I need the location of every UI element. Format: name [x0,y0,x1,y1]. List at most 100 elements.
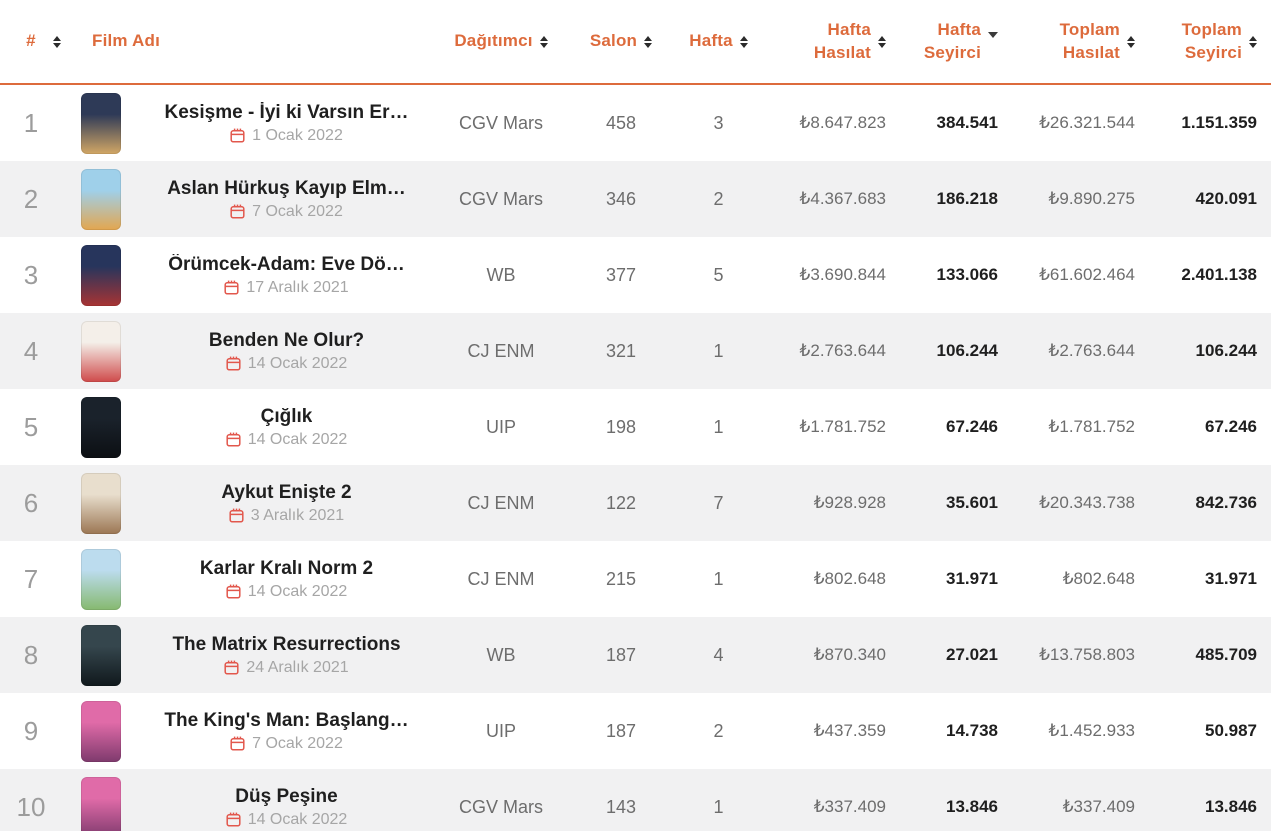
column-header-total_admissions[interactable]: Toplam Seyirci [1135,19,1257,65]
distributor-value: CGV Mars [458,796,543,817]
table-row[interactable]: 7 Karlar Kralı Norm 2 14 Ocak 2022 CJ ENM 21… [0,541,1271,617]
film-title[interactable]: Benden Ne Olur? [208,329,365,351]
week_admissions-value: 106.244 [936,341,998,360]
film-title[interactable]: Çığlık [260,405,313,427]
salon-cell: 187 [571,645,671,666]
rank-number: 2 [23,183,39,214]
week_gross-value: ₺437.359 [813,721,886,740]
poster-cell [70,396,142,458]
film-cell: The King's Man: Başlang… 7 Ocak 2022 [142,710,431,753]
week-cell: 3 [671,113,766,134]
distributor-cell: CJ ENM [431,493,571,514]
film-poster[interactable] [81,472,121,534]
rank-number: 1 [23,107,39,138]
sort-icon [739,35,748,48]
film-title[interactable]: Aykut Enişte 2 [221,481,352,503]
sort-icon [1249,35,1257,48]
week_admissions-value: 13.846 [946,797,998,816]
film-poster[interactable] [81,548,121,610]
salon-cell: 215 [571,569,671,590]
sort-icon [644,35,653,48]
total_admissions-value: 50.987 [1205,721,1257,740]
table-row[interactable]: 3 Örümcek-Adam: Eve Dö… 17 Aralık 2021 WB 37… [0,237,1271,313]
release-date: 1 Ocak 2022 [230,127,343,145]
week-cell: 1 [671,797,766,818]
film-title[interactable]: Kesişme - İyi ki Varsın Er… [164,101,409,123]
week_admissions-cell: 186.218 [886,189,998,209]
film-poster[interactable] [81,244,121,306]
week-value: 1 [713,340,724,361]
total_gross-cell: ₺2.763.644 [998,341,1135,361]
film-cell: Örümcek-Adam: Eve Dö… 17 Aralık 2021 [142,254,431,297]
column-header-rank[interactable]: # [16,30,70,53]
week-value: 2 [713,188,724,209]
salon-value: 187 [605,644,637,665]
column-header-film: Film Adı [70,30,431,53]
week_gross-value: ₺2.763.644 [799,341,886,360]
release-date-text: 14 Ocak 2022 [247,582,348,600]
week_gross-value: ₺928.928 [813,493,886,512]
column-header-week_gross[interactable]: Hafta Hasılat [766,19,886,65]
distributor-value: UIP [485,416,516,437]
total_gross-value: ₺2.763.644 [1048,341,1135,360]
table-row[interactable]: 6 Aykut Enişte 2 3 Aralık 2021 CJ ENM 122 7 ₺9… [0,465,1271,541]
table-row[interactable]: 5 Çığlık 14 Ocak 2022 UIP 198 1 ₺1.781.752 67.2… [0,389,1271,465]
week-value: 1 [713,796,724,817]
film-title[interactable]: Düş Peşine [235,785,338,807]
total_gross-value: ₺26.321.544 [1039,113,1135,132]
calendar-icon [226,432,241,447]
film-title[interactable]: The King's Man: Başlang… [164,709,409,731]
film-title[interactable]: Aslan Hürkuş Kayıp Elm… [167,177,406,199]
week_admissions-cell: 384.541 [886,113,998,133]
salon-cell: 122 [571,493,671,514]
salon-value: 458 [605,112,637,133]
distributor-value: WB [486,264,516,285]
column-label: Toplam Seyirci [1181,19,1242,62]
salon-cell: 198 [571,417,671,438]
week_admissions-cell: 13.846 [886,797,998,817]
total_admissions-cell: 2.401.138 [1135,265,1257,285]
table-row[interactable]: 1 Kesişme - İyi ki Varsın Er… 1 Ocak 2022 C… [0,85,1271,161]
total_gross-value: ₺1.452.933 [1048,721,1135,740]
film-poster[interactable] [81,168,121,230]
week_admissions-value: 27.021 [946,645,998,664]
film-poster[interactable] [81,624,121,686]
release-date-text: 14 Ocak 2022 [247,810,348,828]
table-row[interactable]: 10 Düş Peşine 14 Ocak 2022 CGV Mars 143 1 ₺337… [0,769,1271,831]
film-poster[interactable] [81,700,121,762]
total_gross-value: ₺337.409 [1062,797,1135,816]
table-row[interactable]: 4 Benden Ne Olur? 14 Ocak 2022 CJ ENM 321 1 ₺2… [0,313,1271,389]
film-title[interactable]: Örümcek-Adam: Eve Dö… [168,253,405,275]
week_gross-cell: ₺870.340 [766,645,886,665]
week_gross-value: ₺870.340 [813,645,886,664]
table-row[interactable]: 8 The Matrix Resurrections 24 Aralık 2021 W… [0,617,1271,693]
table-row[interactable]: 2 Aslan Hürkuş Kayıp Elm… 7 Ocak 2022 CGV M… [0,161,1271,237]
release-date: 24 Aralık 2021 [224,659,349,677]
film-title[interactable]: The Matrix Resurrections [172,633,401,655]
sort-icon [53,35,61,48]
column-header-total_gross[interactable]: Toplam Hasılat [998,19,1135,65]
calendar-icon [230,204,245,219]
column-header-salon[interactable]: Salon [571,30,671,53]
rank-cell: 2 [16,184,70,215]
film-title[interactable]: Karlar Kralı Norm 2 [199,557,374,579]
film-poster[interactable] [81,320,121,382]
film-poster[interactable] [81,396,121,458]
total_gross-cell: ₺9.890.275 [998,189,1135,209]
total_admissions-cell: 50.987 [1135,721,1257,741]
film-poster[interactable] [81,92,121,154]
rank-number: 5 [23,411,39,442]
rank-cell: 10 [16,792,70,823]
distributor-cell: CGV Mars [431,189,571,210]
release-date-text: 1 Ocak 2022 [252,126,343,144]
total_admissions-cell: 1.151.359 [1135,113,1257,133]
film-poster[interactable] [81,776,121,831]
column-label: Hafta Hasılat [813,19,871,62]
release-date: 3 Aralık 2021 [229,507,344,525]
column-label: Hafta [689,31,733,51]
column-header-week_admissions[interactable]: Hafta Seyirci [886,19,998,65]
table-row[interactable]: 9 The King's Man: Başlang… 7 Ocak 2022 UIP 1… [0,693,1271,769]
column-header-distributor[interactable]: Dağıtımcı [431,30,571,53]
column-header-week[interactable]: Hafta [671,30,766,53]
